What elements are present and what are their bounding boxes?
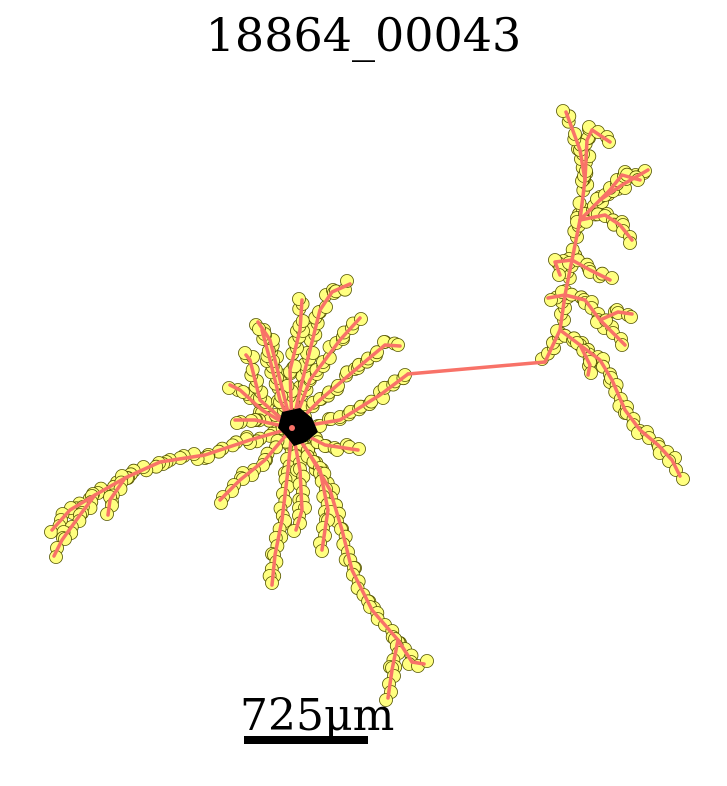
dendrite-branch — [558, 328, 682, 478]
dendrite-branch — [290, 372, 410, 430]
dendrite-branch — [218, 426, 294, 502]
soma-center — [289, 425, 295, 431]
figure-title: 18864_00043 — [205, 8, 522, 62]
dendrite-branch — [598, 173, 642, 202]
dendrite-branch — [290, 343, 402, 430]
branch-node — [615, 338, 629, 352]
dendrite-branch — [290, 282, 352, 430]
dendrite-branch — [553, 258, 574, 277]
branch-node — [295, 314, 310, 328]
dendrite-branch — [290, 316, 362, 430]
dendrite-branch — [546, 293, 567, 300]
scale-bar-label: 725μm — [240, 690, 395, 741]
dendrite-branch — [570, 258, 612, 282]
branch-node — [420, 654, 434, 668]
dendrite-branch — [598, 310, 634, 322]
branch-node — [214, 496, 228, 510]
dendrite-branch — [406, 360, 547, 376]
scale-bar — [244, 736, 368, 744]
soma — [278, 408, 318, 446]
dendrite-branch — [578, 213, 634, 242]
dendrite-branch — [106, 476, 127, 517]
dendrite-branch — [50, 426, 294, 532]
dendrite-branch — [578, 343, 592, 377]
branch-node — [292, 292, 306, 306]
dendrite-branch — [290, 426, 304, 532]
dendrite-branch — [270, 426, 294, 587]
dendrite-branch — [228, 383, 294, 430]
dendrite-branch — [563, 293, 627, 347]
dendrite-branch — [386, 638, 400, 700]
dendrite-branch — [244, 353, 294, 430]
dendrite-branch — [288, 298, 304, 430]
dendrite-branch — [290, 426, 330, 552]
dendrite-branch — [52, 493, 97, 558]
dendrite-branch — [564, 110, 587, 182]
